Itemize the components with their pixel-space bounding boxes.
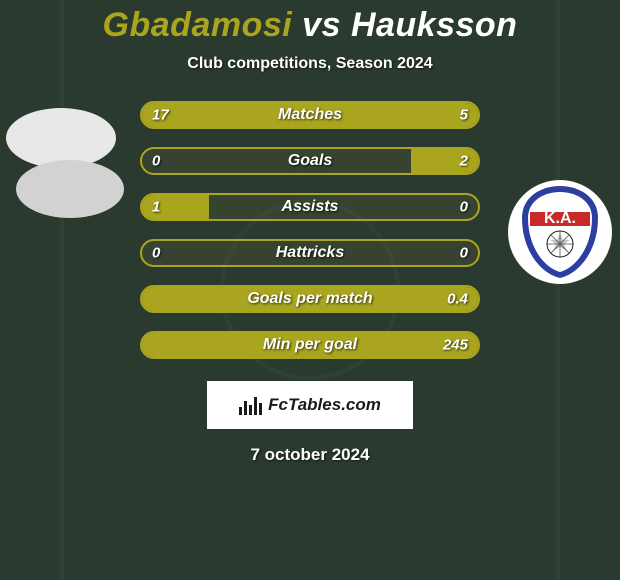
stat-row: 0.4 Goals per match bbox=[140, 285, 480, 313]
stat-value-right: 0 bbox=[460, 245, 468, 262]
stat-value-right: 5 bbox=[460, 107, 468, 124]
stat-row: 245 Min per goal bbox=[140, 331, 480, 359]
stat-value-left: 0 bbox=[152, 245, 160, 262]
content-area: Gbadamosi vs Hauksson Club competitions,… bbox=[0, 0, 620, 580]
page-title: Gbadamosi vs Hauksson bbox=[103, 6, 518, 45]
stat-value-right: 2 bbox=[460, 153, 468, 170]
stat-rows: 17 5 Matches 0 2 Goals 1 0 Assists 0 0 Hattricks 0.4… bbox=[0, 101, 620, 359]
site-name: FcTables.com bbox=[268, 395, 381, 415]
player2-name: Hauksson bbox=[351, 6, 518, 44]
stat-label: Matches bbox=[278, 106, 342, 124]
stat-value-right: 0.4 bbox=[447, 291, 468, 308]
stat-row: 1 0 Assists bbox=[140, 193, 480, 221]
date-text: 7 october 2024 bbox=[250, 445, 369, 465]
stat-row: 17 5 Matches bbox=[140, 101, 480, 129]
stat-row: 0 0 Hattricks bbox=[140, 239, 480, 267]
subtitle: Club competitions, Season 2024 bbox=[187, 55, 432, 73]
bar-chart-icon bbox=[239, 395, 262, 415]
vs-text: vs bbox=[302, 6, 341, 44]
stat-value-right: 0 bbox=[460, 199, 468, 216]
stat-row: 0 2 Goals bbox=[140, 147, 480, 175]
stat-label: Min per goal bbox=[263, 336, 357, 354]
stat-value-left: 0 bbox=[152, 153, 160, 170]
stat-label: Goals bbox=[288, 152, 332, 170]
stat-label: Hattricks bbox=[276, 244, 344, 262]
stat-label: Assists bbox=[282, 198, 339, 216]
stat-value-right: 245 bbox=[443, 337, 468, 354]
stat-value-left: 17 bbox=[152, 107, 169, 124]
stat-value-left: 1 bbox=[152, 199, 160, 216]
player1-name: Gbadamosi bbox=[103, 6, 293, 44]
stat-fill-left bbox=[142, 103, 401, 127]
stat-label: Goals per match bbox=[247, 290, 372, 308]
site-logo: FcTables.com bbox=[207, 381, 413, 429]
